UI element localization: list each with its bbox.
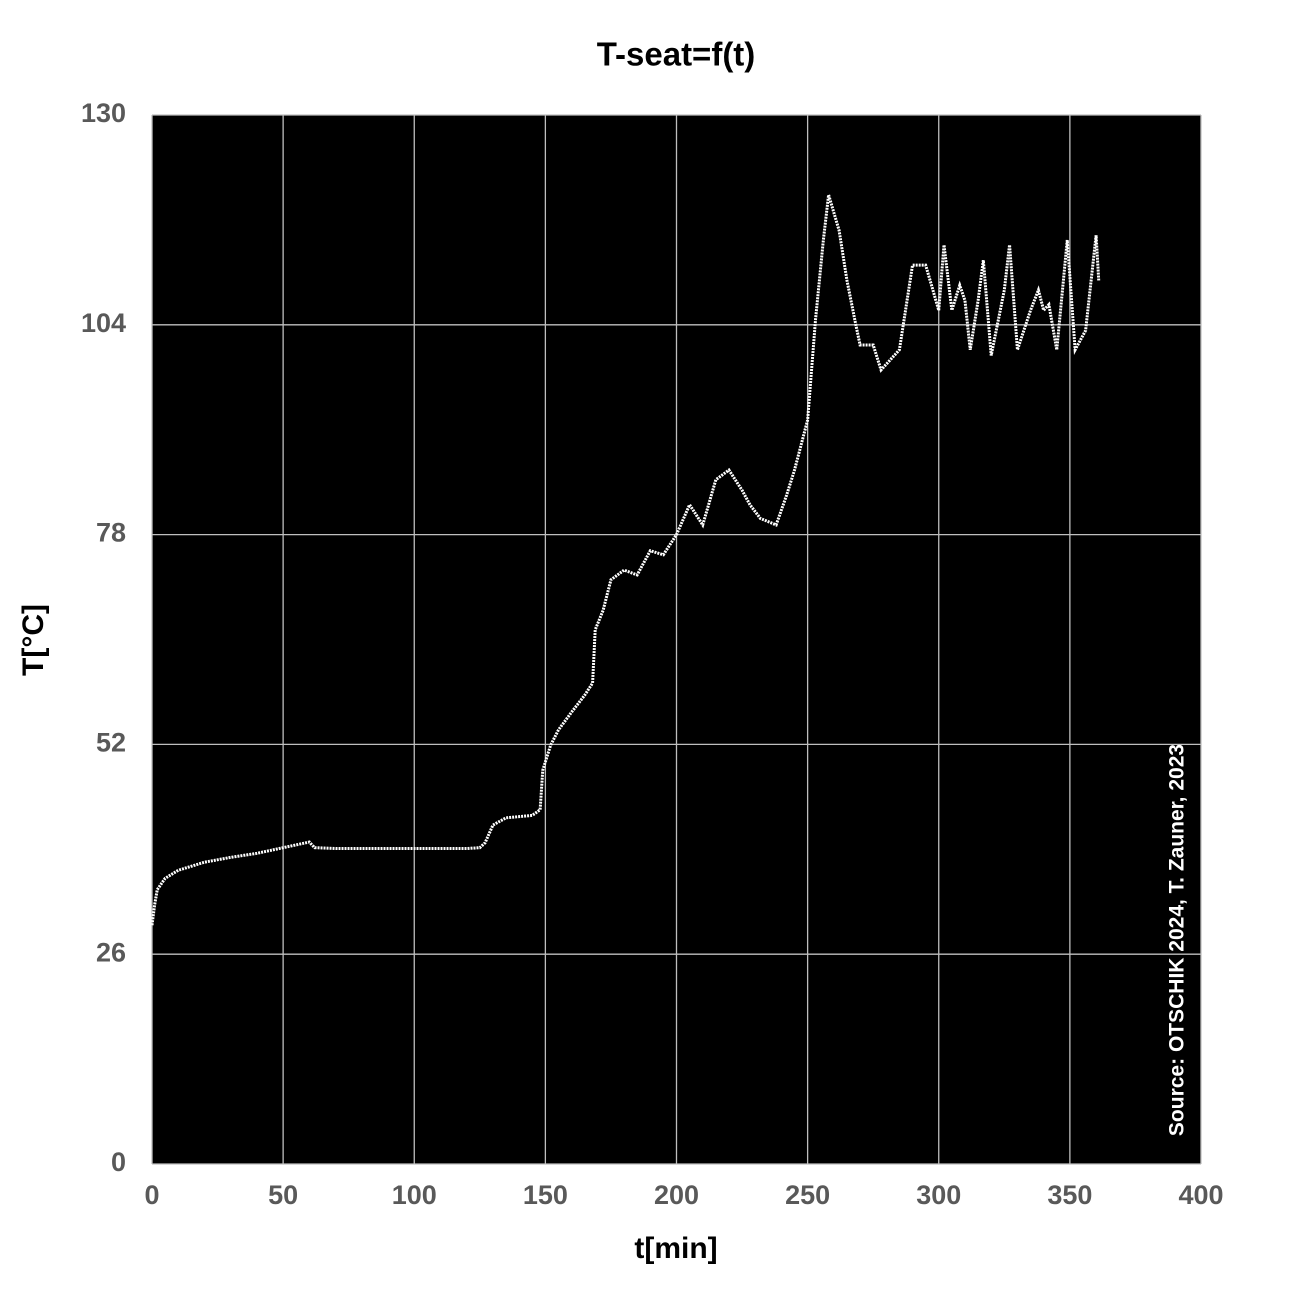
y-tick-label: 104 xyxy=(81,308,126,338)
x-tick-label: 250 xyxy=(785,1180,830,1210)
y-tick-label: 52 xyxy=(96,728,126,758)
annotation: Source: OTSCHIK 2024, T. Zauner, 2023 xyxy=(1166,744,1189,1136)
x-tick-label: 400 xyxy=(1178,1180,1223,1210)
data-line xyxy=(150,194,1101,926)
x-tick-label: 300 xyxy=(916,1180,961,1210)
y-axis-label: T[°C] xyxy=(17,604,50,676)
y-tick-label: 130 xyxy=(81,98,126,128)
x-tick-label: 350 xyxy=(1047,1180,1092,1210)
x-tick-label: 200 xyxy=(654,1180,699,1210)
y-tick-label: 0 xyxy=(111,1147,126,1177)
x-axis-label: t[min] xyxy=(634,1232,717,1265)
x-tick-label: 150 xyxy=(523,1180,568,1210)
x-tick-label: 0 xyxy=(144,1180,159,1210)
y-tick-label: 26 xyxy=(96,937,126,967)
x-tick-label: 100 xyxy=(392,1180,437,1210)
y-tick-label: 78 xyxy=(96,518,126,548)
chart-title: T-seat=f(t) xyxy=(597,36,756,73)
x-tick-label: 50 xyxy=(268,1180,298,1210)
